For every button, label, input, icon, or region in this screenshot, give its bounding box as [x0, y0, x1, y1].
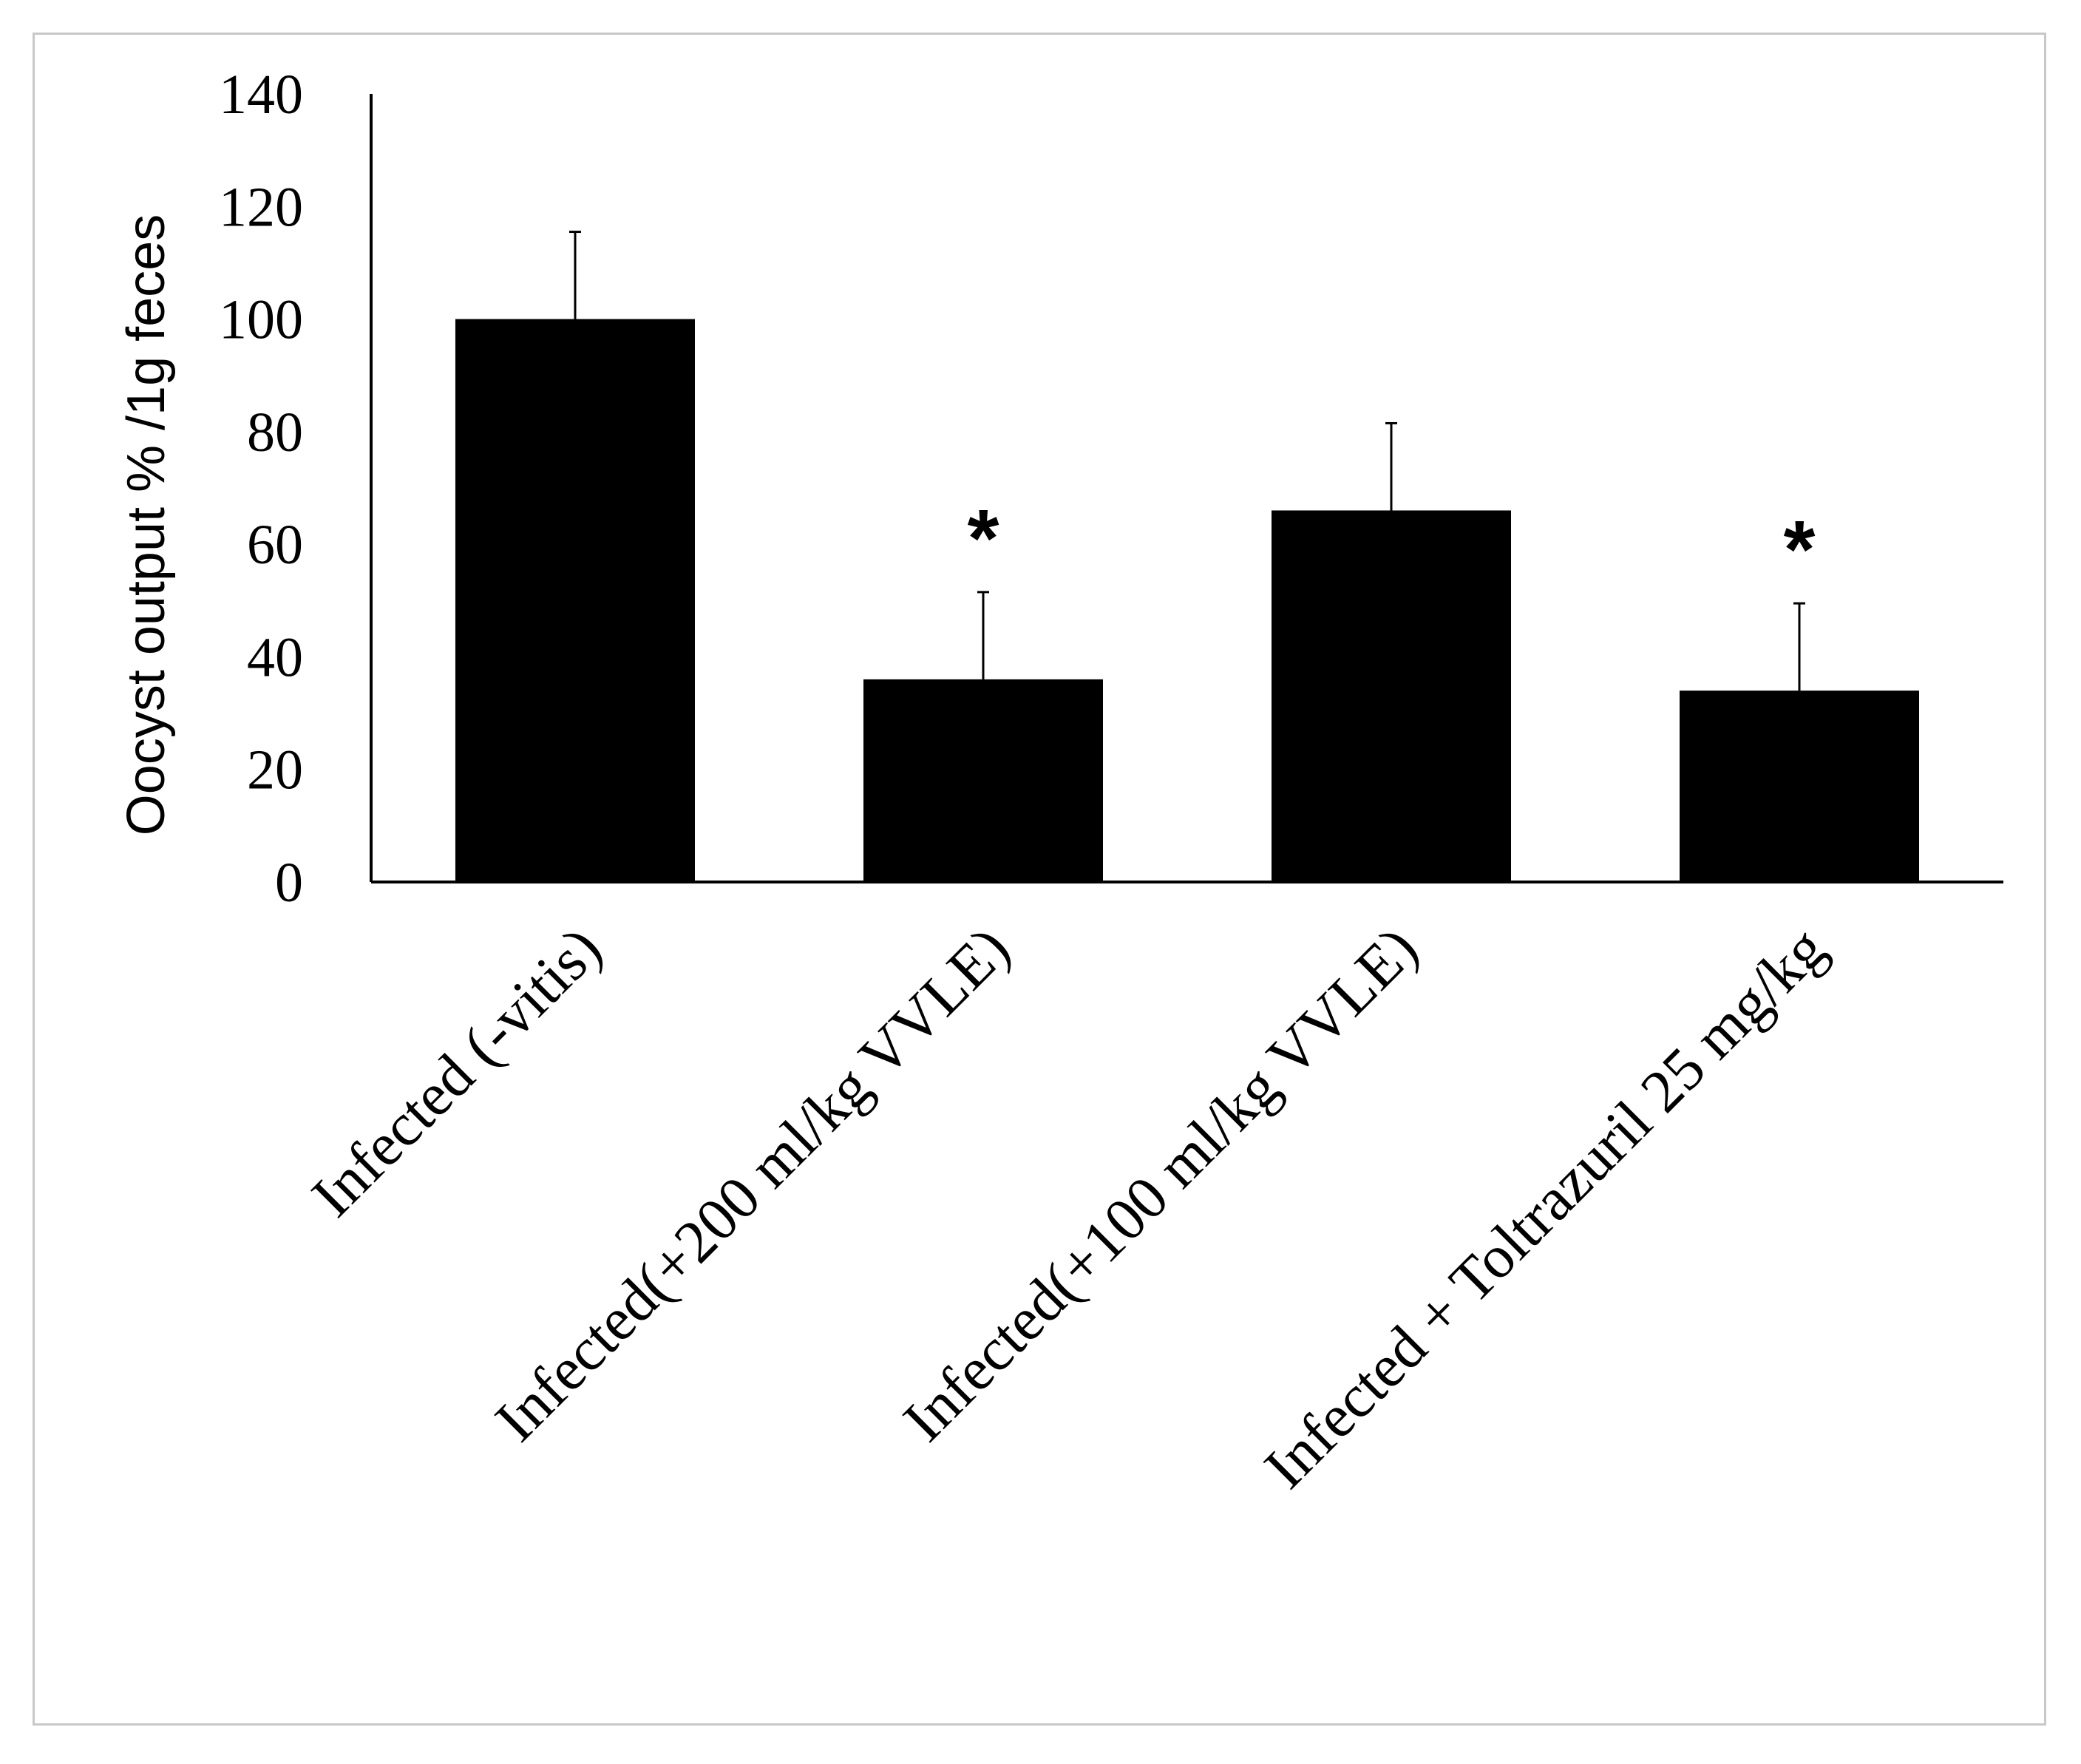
- significance-asterisk: *: [1784, 504, 1816, 595]
- y-tick-label: 120: [219, 176, 303, 238]
- bar: [1680, 691, 1919, 882]
- y-tick-label: 60: [247, 514, 303, 576]
- significance-marks-group: * *: [968, 493, 1816, 595]
- axes-group: [370, 94, 2003, 883]
- bar: [863, 679, 1103, 882]
- y-tick-label: 20: [247, 739, 303, 801]
- bar: [1272, 510, 1511, 882]
- y-tick-labels-group: 0 20 40 60 80 100 120 140: [219, 64, 303, 914]
- y-tick-label: 100: [219, 289, 303, 351]
- bar: [455, 319, 695, 883]
- bars-group: [455, 319, 1919, 883]
- significance-asterisk: *: [968, 493, 999, 584]
- y-axis-title: Oocyst output % /1g feces: [117, 214, 176, 835]
- y-tick-label: 80: [247, 401, 303, 464]
- x-category-labels-group: Infected (-vitis)Infected(+200 ml/kg VVL…: [299, 914, 1839, 1501]
- x-category-label: Infected (-vitis): [299, 914, 614, 1229]
- error-bars-group: [569, 231, 1805, 691]
- y-tick-label: 40: [247, 626, 303, 688]
- y-tick-label: 0: [275, 852, 303, 914]
- y-tick-label: 140: [219, 64, 303, 126]
